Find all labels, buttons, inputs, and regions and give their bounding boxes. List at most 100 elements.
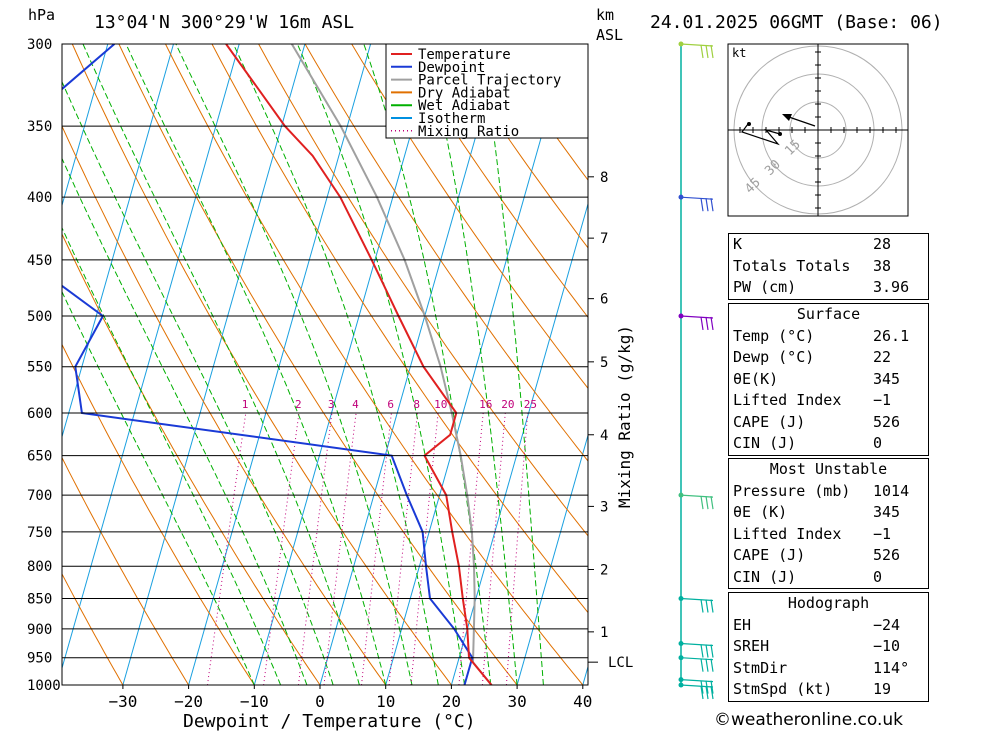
wind-barb [678, 41, 714, 59]
pressure-tick-label: 500 [27, 309, 52, 325]
temperature-profile [225, 44, 493, 685]
pressure-tick-label: 300 [27, 37, 52, 53]
isotherm-line [516, 433, 588, 685]
mixing-ratio-line [458, 412, 484, 685]
index-row-pw: PW (cm) 3.96 [733, 278, 910, 296]
dry-adiabat-line [444, 44, 588, 249]
footer-credit: ©weatheronline.co.uk [714, 710, 904, 730]
dry-adiabat-line [62, 573, 124, 685]
wind-barb [678, 682, 714, 700]
hodograph-unit: kt [732, 46, 746, 60]
surface-title: Surface [796, 305, 861, 323]
wet-adiabat-line [175, 44, 413, 685]
pressure-tick-label: 700 [27, 488, 52, 504]
hodograph-table: Hodograph EH −24 SREH −10 StmDir 114° StmSp… [728, 592, 929, 702]
pressure-tick-label: 650 [27, 449, 52, 465]
wet-adiabat-line [62, 157, 308, 685]
legend-label: Mixing Ratio [418, 124, 519, 140]
x-tick-label: −20 [174, 692, 203, 711]
legend-label: Dewpoint [418, 60, 485, 76]
legend-label: Wet Adiabat [418, 98, 511, 114]
index-row-totals: Totals Totals 38 [733, 256, 892, 275]
wind-barb [678, 640, 714, 658]
x-tick-label: −30 [108, 692, 137, 711]
pressure-tick-label: 950 [27, 651, 52, 667]
hodograph-trace [741, 123, 781, 146]
dry-adiabat-line [351, 44, 588, 390]
wet-adiabat-line [363, 44, 492, 685]
height-tick-label: 1 [600, 625, 608, 641]
pressure-tick-label: 1000 [27, 678, 61, 694]
mu-row-pressure: Pressure (mb) 1014 [733, 481, 910, 500]
dry-adiabat-line [258, 44, 588, 537]
hodo-row-sreh: SREH −10 [733, 637, 901, 655]
storm-motion-arrow [785, 115, 816, 127]
height-tick-label: 4 [600, 428, 608, 444]
most-unstable-title: Most Unstable [769, 460, 888, 478]
isotherm-line [62, 44, 240, 670]
mixing-ratio-line [263, 412, 300, 685]
surface-row-li: Lifted Index −1 [733, 391, 892, 409]
pressure-tick-label: 400 [27, 190, 52, 206]
isotherm-line [319, 44, 503, 685]
mixing-ratio-line [505, 412, 529, 685]
wet-adiabat-line [82, 44, 360, 685]
wind-barb [678, 313, 714, 331]
pressure-tick-label: 800 [27, 559, 52, 575]
plot-frame [61, 43, 589, 686]
mixing-ratio-label: 2 [295, 398, 302, 411]
hodo-row-stmdir: StmDir 114° [733, 658, 910, 677]
height-tick-label: 6 [600, 292, 608, 308]
storm-motion-arrowhead [782, 114, 792, 121]
x-tick-label: 10 [376, 692, 395, 711]
mixing-ratio-line [207, 412, 247, 685]
isotherm-line [253, 44, 437, 685]
surface-row-dewp: Dewp (°C) 22 [733, 348, 892, 366]
height-unit-asl: ASL [596, 26, 623, 44]
legend-label: Parcel Trajectory [418, 73, 561, 89]
date-title: 24.01.2025 06GMT (Base: 06) [650, 12, 943, 33]
mixing-ratio-label: 25 [524, 398, 537, 411]
pressure-tick-label: 550 [27, 360, 52, 376]
mixing-ratio-label: 8 [413, 398, 420, 411]
height-tick-label: 8 [600, 170, 608, 186]
legend-label: Temperature [418, 47, 511, 63]
hodograph-point [778, 132, 782, 136]
wet-adiabat-line [480, 44, 544, 685]
height-tick-label: 3 [600, 499, 608, 515]
wind-barb [678, 194, 714, 212]
x-tick-label: 20 [442, 692, 461, 711]
wind-barb [678, 492, 714, 510]
surface-row-temp: Temp (°C) 26.1 [733, 326, 910, 345]
pressure-tick-label: 900 [27, 622, 52, 638]
isotherm-line [62, 44, 174, 439]
hodo-row-stmspd: StmSpd (kt) 19 [733, 680, 892, 698]
height-unit-km: km [596, 6, 614, 24]
surface-table: Surface Temp (°C) 26.1 Dewp (°C) 22 θE(K) 3… [728, 303, 929, 456]
mixing-ratio-label: 1 [242, 398, 249, 411]
mixing-ratio-label: 6 [387, 398, 394, 411]
x-tick-label: 30 [507, 692, 526, 711]
wind-barb [678, 677, 714, 694]
mu-row-cape: CAPE (J) 526 [733, 546, 901, 564]
height-tick-label: 7 [600, 231, 608, 247]
lcl-label: LCL [608, 655, 633, 671]
height-tick-label: 5 [600, 355, 608, 371]
legend-label: Isotherm [418, 111, 485, 127]
x-tick-label: 40 [573, 692, 592, 711]
wet-adiabat-line [125, 44, 387, 685]
surface-row-thetae: θE(K) 345 [733, 369, 901, 388]
isotherm-line [122, 44, 306, 685]
pressure-tick-label: 600 [27, 406, 52, 422]
index-row-k: K 28 [733, 235, 892, 253]
wet-adiabat-line [296, 44, 465, 685]
pressure-unit: hPa [28, 6, 55, 24]
mixing-ratio-label: 20 [501, 398, 514, 411]
pressure-tick-label: 850 [27, 591, 52, 607]
location-title: 13°04'N 300°29'W 16m ASL [94, 12, 354, 33]
mixing-ratio-label: 16 [479, 398, 492, 411]
isotherm-line [385, 44, 569, 685]
wind-barb [678, 655, 714, 672]
pressure-tick-label: 350 [27, 119, 52, 135]
